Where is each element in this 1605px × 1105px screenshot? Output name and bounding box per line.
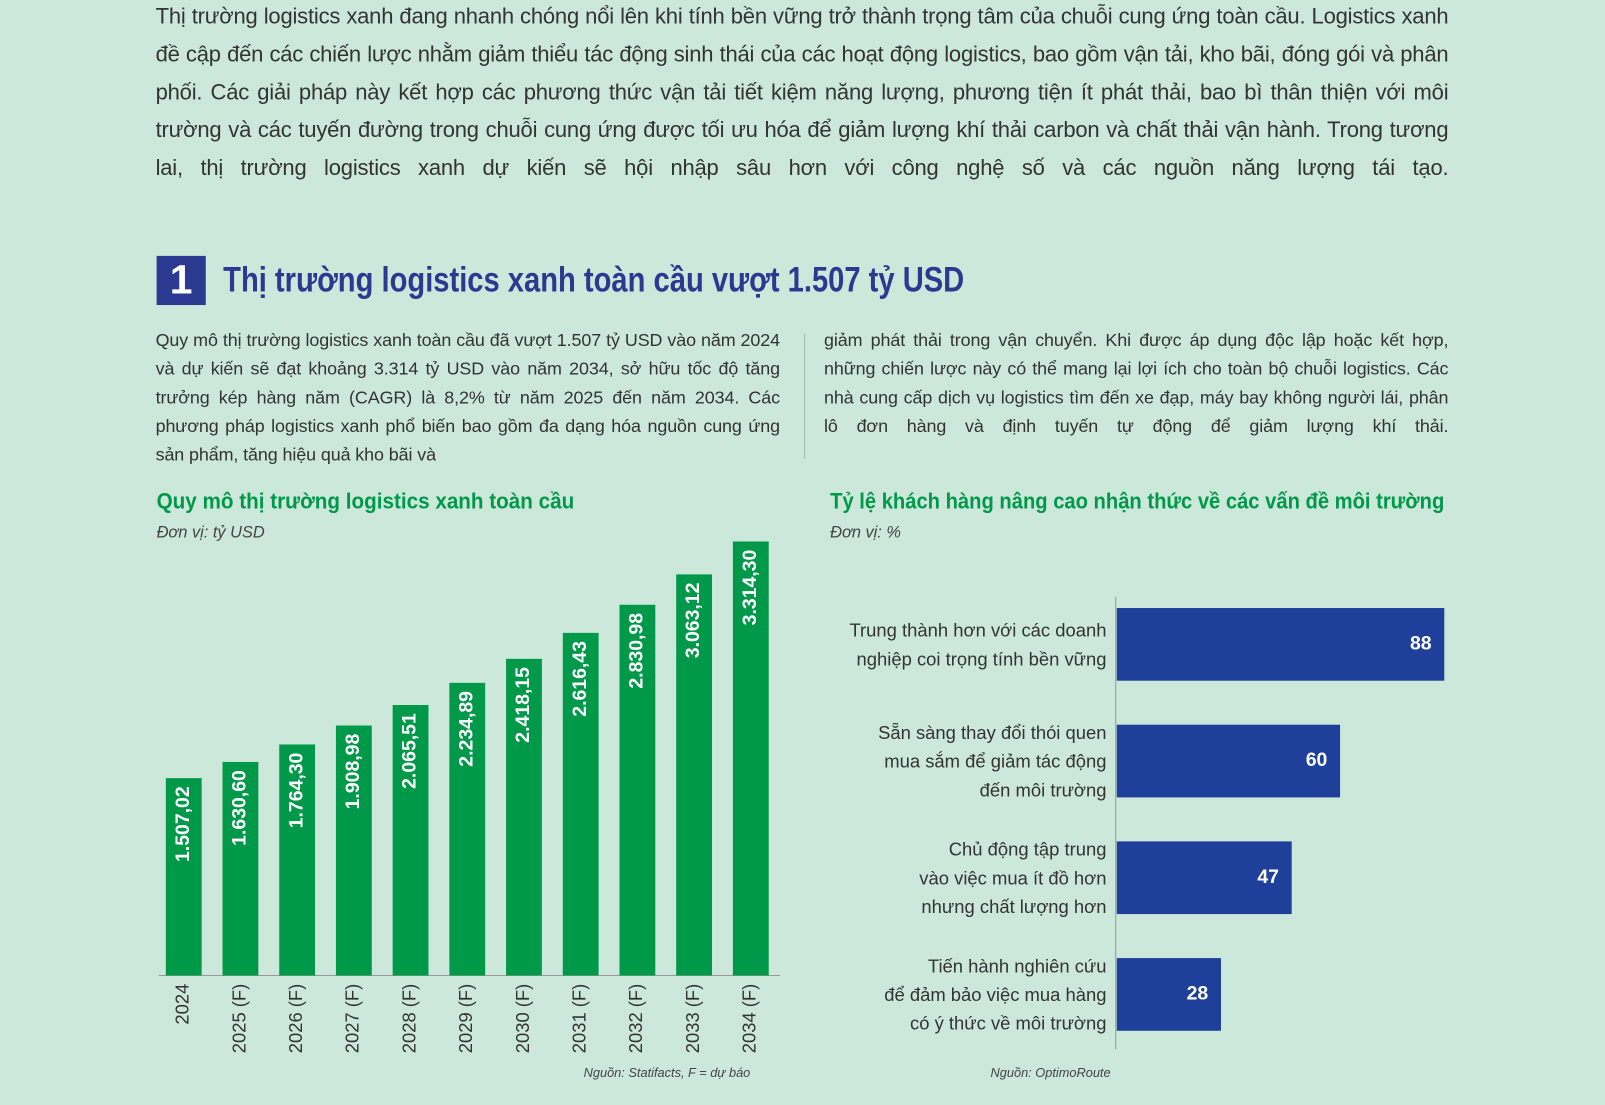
section-badge <box>156 255 206 306</box>
body-column: giảm phát thải trong vận chuyển. Khi đượ… <box>823 329 1449 437</box>
body-column: Quy mô thị trường logistics xanh toàn cầ… <box>155 329 780 465</box>
bar <box>449 682 486 976</box>
value-label: 1.630,60 <box>229 770 251 846</box>
x-tick-label: 2025 (F) <box>228 984 249 1054</box>
x-tick-label: 2034 (F) <box>739 984 760 1054</box>
x-tick-label: 2024 <box>172 984 193 1025</box>
bar <box>1116 841 1292 915</box>
source: Nguồn: OptimoRoute <box>991 1065 1111 1080</box>
bar <box>279 744 316 976</box>
bar <box>1116 958 1221 1031</box>
chart-title: Quy mô thị trường logistics xanh toàn cầ… <box>157 489 575 514</box>
y-tick-label: Trung thành hơn với các doanh nghiệp coi… <box>849 619 1107 669</box>
x-tick-label: 2027 (F) <box>342 984 363 1054</box>
section-title: Thị trường logistics xanh toàn cầu vượt … <box>223 261 964 300</box>
bar <box>619 604 656 976</box>
value-label: 28 <box>1187 983 1209 1005</box>
chart-subtitle: Đơn vị: % <box>830 524 901 542</box>
bar <box>1116 608 1445 681</box>
value-label: 47 <box>1257 866 1279 888</box>
chart-title: Tỷ lệ khách hàng nâng cao nhận thức về c… <box>830 489 1444 514</box>
section-number: 1 <box>170 256 193 302</box>
chart-subtitle: Đơn vị: tỷ USD <box>157 524 265 542</box>
bar <box>562 632 599 976</box>
y-tick-label: Sẵn sàng thay đổi thói quen mua sắm để g… <box>878 722 1107 800</box>
value-label: 3.063,12 <box>682 582 704 658</box>
value-label: 1.507,02 <box>172 786 194 862</box>
x-tick-label: 2033 (F) <box>682 984 703 1054</box>
value-label: 1.764,30 <box>285 752 307 828</box>
value-label: 3.314,30 <box>739 549 761 625</box>
value-label: 88 <box>1410 632 1432 654</box>
bar <box>506 658 542 976</box>
y-tick-label: Tiến hành nghiên cứu để đảm bảo việc mua… <box>884 955 1107 1034</box>
bar <box>1116 724 1341 798</box>
x-tick-label: 2030 (F) <box>512 984 533 1054</box>
value-label: 2.234,89 <box>455 691 477 767</box>
bar <box>335 725 372 976</box>
x-tick-label: 2031 (F) <box>569 984 590 1054</box>
bar <box>165 778 202 976</box>
x-tick-label: 2032 (F) <box>625 984 646 1054</box>
x-tick-label: 2026 (F) <box>285 984 306 1054</box>
intro: Thị trường logistics xanh đang nhanh chó… <box>155 4 1449 181</box>
value-label: 2.830,98 <box>626 613 648 689</box>
value-label: 2.065,51 <box>399 713 421 789</box>
value-label: 2.418,15 <box>512 667 534 743</box>
bar <box>222 761 259 976</box>
x-tick-label: 2029 (F) <box>455 984 476 1054</box>
bar <box>676 574 713 976</box>
x-tick-label: 2028 (F) <box>398 984 419 1054</box>
y-tick-label: Chủ động tập trung vào việc mua ít đồ hơ… <box>919 838 1107 917</box>
value-label: 60 <box>1306 749 1328 771</box>
value-label: 2.616,43 <box>569 641 591 717</box>
value-label: 1.908,98 <box>342 734 364 810</box>
bar <box>392 705 429 976</box>
bar <box>732 541 769 976</box>
source: Nguồn: Statifacts, F = dự báo <box>584 1065 751 1080</box>
